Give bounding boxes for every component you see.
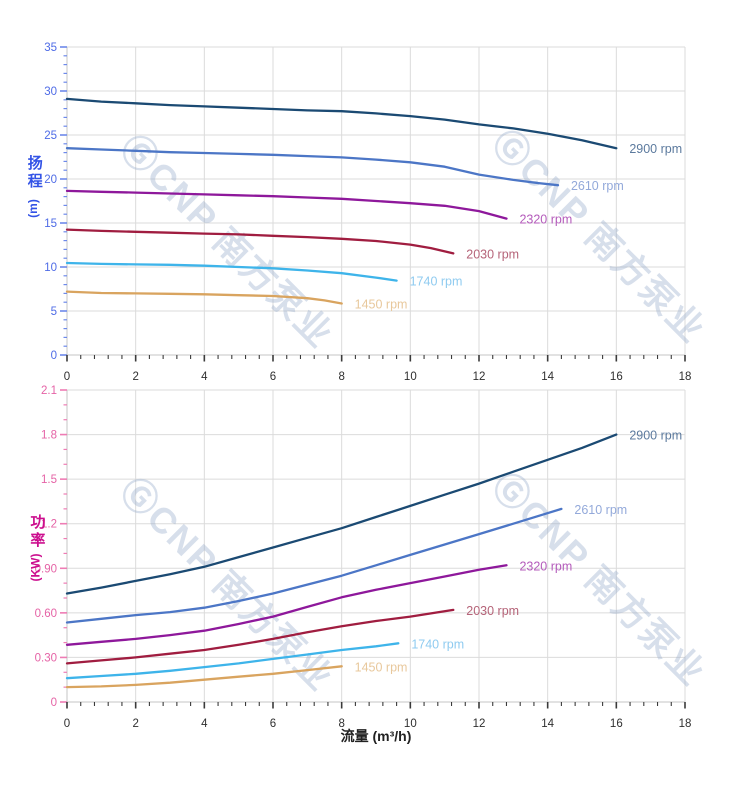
y-tick-label: 25 [44,130,57,142]
y-tick-label: 0.90 [35,563,57,575]
series-label-1740-rpm: 1740 rpm [410,275,463,289]
head-axis-title-text: 扬程 [25,155,43,191]
y-tick-label: 1.8 [41,430,57,442]
series-label-1740-rpm: 1740 rpm [411,637,464,651]
x-tick-label: 10 [404,371,417,383]
series-label-1450-rpm: 1450 rpm [355,660,408,674]
curve-2610-rpm [65,507,563,624]
y-tick-label: 30 [44,86,57,98]
series-label-2900-rpm: 2900 rpm [629,429,682,443]
series-label-2320-rpm: 2320 rpm [519,213,572,227]
curve-2030-rpm [65,608,455,665]
x-tick-label: 14 [541,718,554,730]
watermark-text: ⒼCNP 南方泵业 [484,465,713,694]
y-tick-label: 0 [51,350,57,362]
series-label-2900-rpm: 2900 rpm [629,142,682,156]
y-tick-label: 1.2 [41,519,57,531]
curve-2900-rpm [65,97,618,150]
x-tick-label: 18 [679,371,692,383]
curve-1740-rpm [65,261,398,282]
power-axis-title: 功率 (KW) [22,514,50,581]
power-axis-title-text: 功率 [28,514,46,550]
x-tick-label: 4 [201,718,208,730]
y-tick-label: 15 [44,218,57,230]
power-axis-unit: (KW) [28,553,43,582]
x-tick-label: 14 [541,371,554,383]
head-axis-title: 扬程 (m) [24,155,43,218]
x-tick-label: 6 [270,371,276,383]
curve-2610-rpm [65,147,560,187]
y-tick-label: 20 [44,174,57,186]
x-tick-label: 12 [473,718,486,730]
x-tick-label: 2 [132,718,138,730]
y-tick-label: 5 [51,306,57,318]
x-tick-label: 16 [610,718,623,730]
power-chart: ⒼCNP 南方泵业 ⒼCNP 南方泵业00.300.600.901.21.51.8… [35,385,714,730]
y-tick-label: 10 [44,262,57,274]
series-label-2030-rpm: 2030 rpm [466,247,519,261]
x-tick-label: 16 [610,371,623,383]
x-tick-label: 18 [679,718,692,730]
curve-2320-rpm [65,189,508,220]
series-label-2610-rpm: 2610 rpm [571,179,624,193]
series-label-2030-rpm: 2030 rpm [466,604,519,618]
x-tick-label: 0 [64,718,70,730]
x-tick-label: 2 [132,371,138,383]
curve-2900-rpm [65,433,618,595]
curve-1740-rpm [65,642,400,680]
series-label-2320-rpm: 2320 rpm [519,559,572,573]
x-tick-label: 8 [338,371,344,383]
y-tick-label: 35 [44,42,57,54]
y-tick-label: 1.5 [41,474,57,486]
x-tick-label: 4 [201,371,208,383]
y-tick-label: 0.30 [35,652,57,664]
curve-2320-rpm [65,564,508,646]
x-tick-label: 0 [64,371,70,383]
series-label-1450-rpm: 1450 rpm [355,298,408,312]
x-tick-label: 10 [404,718,417,730]
watermark-text: ⒼCNP 南方泵业 [112,127,341,356]
y-tick-label: 0 [51,697,57,709]
x-tick-label: 12 [473,371,486,383]
y-tick-label: 0.60 [35,608,57,620]
head-axis-unit: (m) [25,199,40,218]
x-tick-label: 6 [270,718,276,730]
flow-axis-title: 流量 (m³/h) [340,728,412,744]
x-tick-label: 8 [338,718,344,730]
series-label-2610-rpm: 2610 rpm [574,503,627,517]
curve-1450-rpm [65,665,343,689]
curve-2030-rpm [65,228,455,255]
y-tick-label: 2.1 [41,385,57,397]
curve-1450-rpm [65,290,343,305]
